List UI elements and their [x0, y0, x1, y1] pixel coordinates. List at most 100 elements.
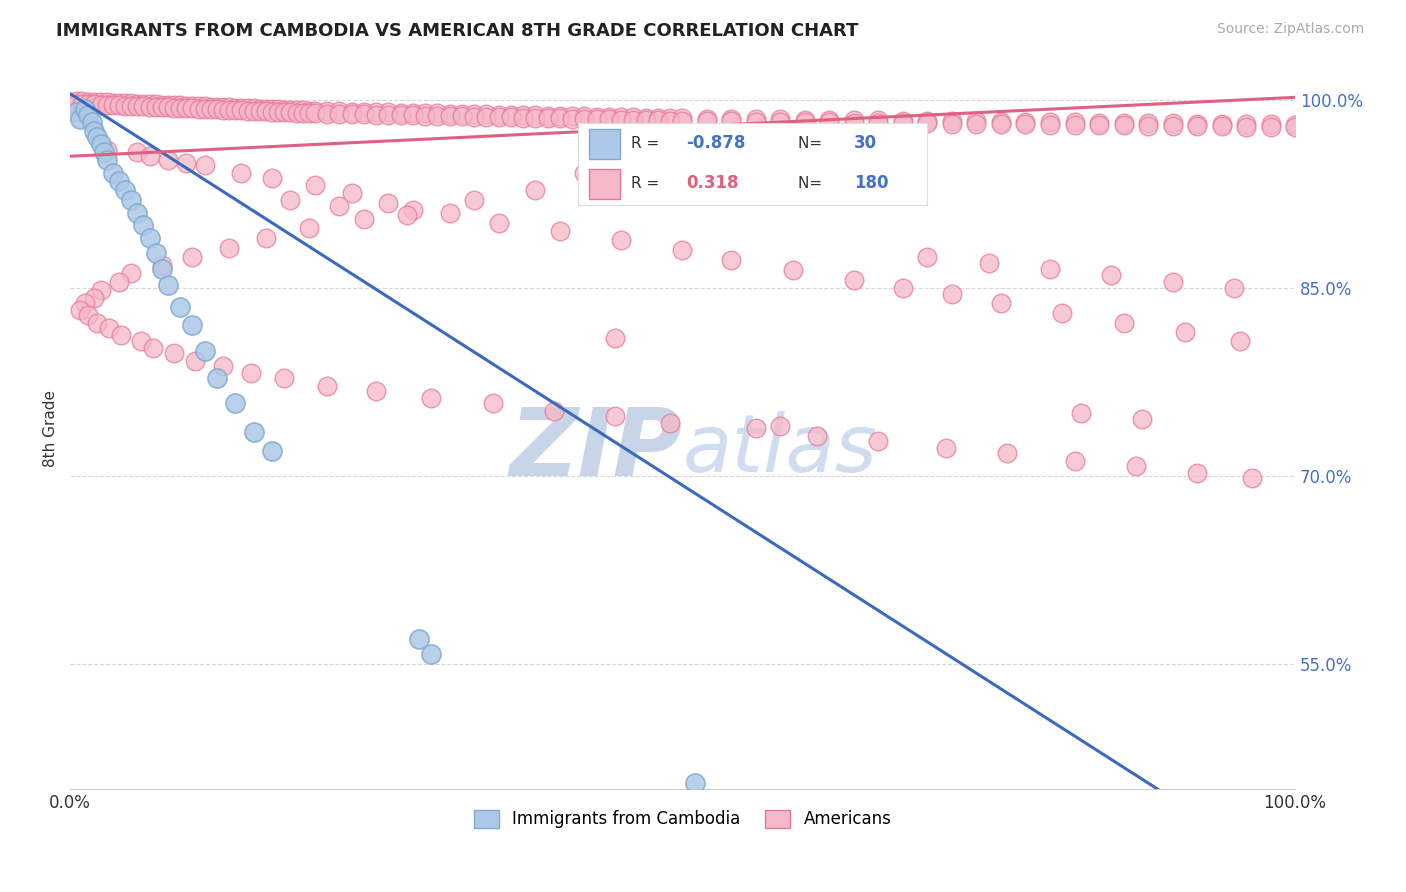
Point: [1088, 116, 1111, 130]
Point: [543, 403, 565, 417]
Point: [720, 112, 742, 126]
Point: [745, 114, 768, 128]
Point: [142, 341, 165, 355]
Point: [1063, 118, 1085, 132]
Point: [818, 112, 841, 127]
Point: [537, 111, 560, 125]
Point: [413, 106, 436, 120]
Point: [169, 101, 191, 115]
Point: [794, 145, 817, 160]
Point: [917, 114, 939, 128]
Point: [194, 102, 217, 116]
Point: [181, 101, 204, 115]
Point: [995, 446, 1018, 460]
Point: [537, 109, 560, 123]
Point: [1039, 118, 1062, 132]
Point: [163, 346, 186, 360]
Point: [794, 112, 817, 127]
Point: [1241, 471, 1264, 485]
Point: [120, 96, 142, 111]
Point: [451, 109, 474, 123]
Point: [389, 108, 412, 122]
Point: [1211, 117, 1233, 131]
Point: [623, 111, 645, 125]
Point: [402, 203, 425, 218]
Point: [280, 105, 302, 120]
Point: [242, 101, 264, 115]
Point: [1063, 454, 1085, 468]
Point: [842, 113, 865, 128]
Point: [488, 108, 510, 122]
Point: [236, 101, 259, 115]
Point: [720, 114, 742, 128]
Point: [254, 104, 277, 119]
Point: [574, 165, 596, 179]
Point: [585, 112, 607, 127]
Point: [499, 108, 522, 122]
Point: [1185, 119, 1208, 133]
Point: [169, 98, 191, 112]
Point: [524, 108, 547, 122]
Point: [98, 321, 121, 335]
Point: [634, 113, 657, 128]
Point: [242, 103, 264, 118]
Point: [377, 108, 399, 122]
Point: [176, 155, 198, 169]
Point: [769, 115, 792, 129]
Point: [868, 116, 890, 130]
Point: [574, 109, 596, 123]
Point: [267, 104, 290, 119]
Point: [891, 281, 914, 295]
Point: [891, 113, 914, 128]
Point: [1070, 406, 1092, 420]
Point: [340, 186, 363, 200]
Point: [163, 101, 186, 115]
Point: [1039, 262, 1062, 277]
Point: [200, 102, 222, 116]
Point: [285, 105, 308, 120]
Point: [1211, 120, 1233, 134]
Point: [262, 104, 284, 119]
Point: [120, 193, 142, 207]
Point: [262, 170, 284, 185]
Point: [806, 429, 828, 443]
Point: [1284, 118, 1306, 132]
Point: [745, 112, 768, 127]
Point: [340, 104, 363, 119]
Point: [941, 287, 963, 301]
Point: [86, 130, 108, 145]
Point: [150, 262, 173, 277]
Point: [205, 371, 228, 385]
Point: [610, 110, 633, 124]
Point: [977, 256, 1000, 270]
Point: [236, 103, 259, 118]
Text: ZIP: ZIP: [509, 404, 682, 497]
Point: [499, 111, 522, 125]
Point: [127, 145, 149, 160]
Point: [138, 100, 160, 114]
Point: [488, 110, 510, 124]
Point: [273, 103, 295, 117]
Point: [603, 331, 626, 345]
Point: [402, 106, 425, 120]
Point: [623, 112, 645, 127]
Point: [548, 109, 571, 123]
Point: [212, 359, 235, 373]
Point: [475, 110, 498, 124]
Point: [439, 109, 461, 123]
Point: [366, 105, 388, 120]
Point: [108, 174, 131, 188]
Point: [659, 111, 682, 125]
Point: [935, 442, 957, 456]
Point: [187, 102, 209, 116]
Point: [273, 371, 295, 385]
Point: [1112, 119, 1135, 133]
Point: [1014, 115, 1036, 129]
Point: [1099, 268, 1122, 283]
Point: [1130, 412, 1153, 426]
Point: [86, 316, 108, 330]
Point: [395, 208, 418, 222]
Point: [782, 263, 804, 277]
Point: [769, 112, 792, 127]
Point: [96, 95, 118, 110]
